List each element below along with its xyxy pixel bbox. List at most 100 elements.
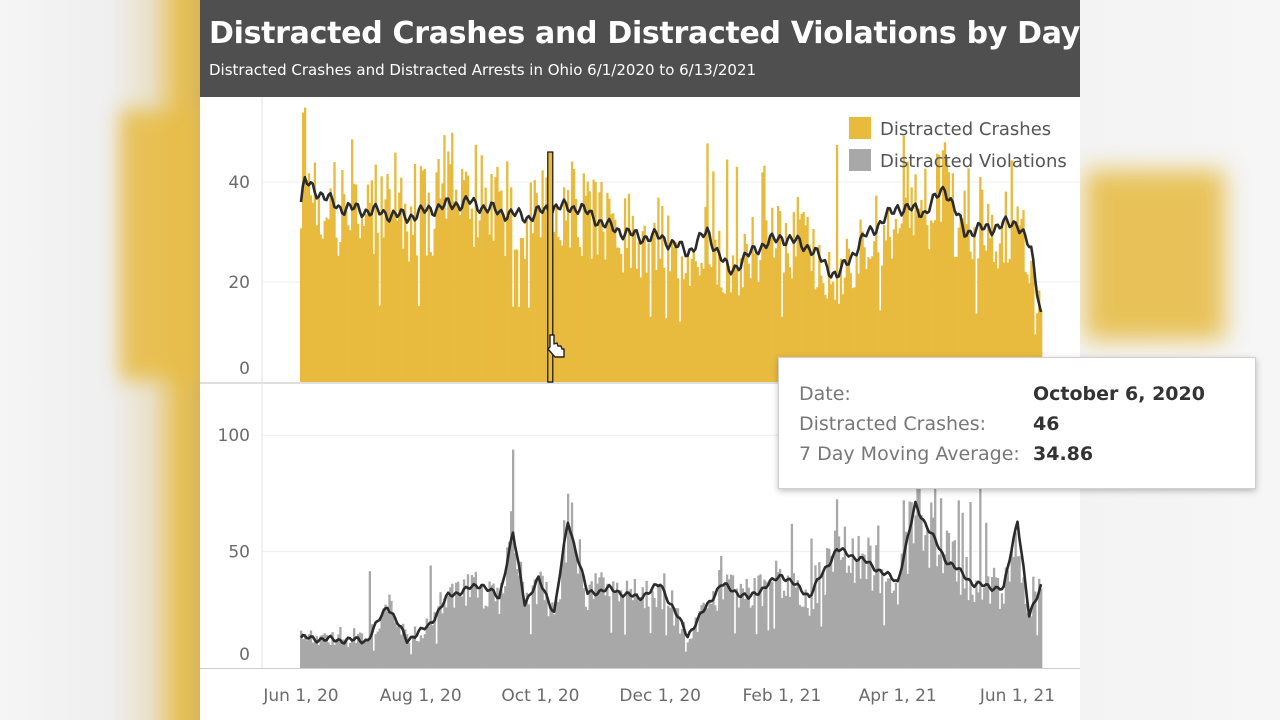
bar-violations[interactable] bbox=[333, 644, 336, 668]
bar-crashes[interactable] bbox=[490, 173, 493, 382]
bar-crashes[interactable] bbox=[1018, 225, 1021, 382]
bar-crashes[interactable] bbox=[431, 255, 434, 382]
bar-crashes[interactable] bbox=[667, 215, 670, 382]
bar-crashes[interactable] bbox=[879, 310, 882, 382]
bar-crashes[interactable] bbox=[635, 268, 638, 382]
bar-violations[interactable] bbox=[382, 608, 385, 668]
bar-crashes[interactable] bbox=[965, 224, 968, 382]
bar-crashes[interactable] bbox=[859, 219, 862, 382]
bar-violations[interactable] bbox=[508, 541, 511, 668]
bar-violations[interactable] bbox=[977, 592, 980, 668]
bar-violations[interactable] bbox=[932, 517, 935, 668]
bar-violations[interactable] bbox=[871, 590, 874, 668]
bar-violations[interactable] bbox=[364, 640, 368, 668]
bar-violations[interactable] bbox=[843, 526, 847, 668]
bar-crashes[interactable] bbox=[331, 204, 334, 382]
bar-crashes[interactable] bbox=[763, 165, 766, 382]
bar-crashes[interactable] bbox=[898, 228, 902, 382]
bar-crashes[interactable] bbox=[354, 184, 358, 382]
bar-crashes[interactable] bbox=[392, 209, 395, 382]
bar-violations[interactable] bbox=[784, 595, 788, 668]
bar-crashes[interactable] bbox=[460, 168, 464, 382]
bar-crashes[interactable] bbox=[388, 189, 391, 382]
bar-violations[interactable] bbox=[937, 554, 941, 668]
bar-crashes[interactable] bbox=[529, 182, 532, 382]
bar-violations[interactable] bbox=[857, 535, 860, 668]
bar-crashes[interactable] bbox=[506, 161, 509, 382]
bar-violations[interactable] bbox=[983, 587, 986, 668]
bar-crashes[interactable] bbox=[445, 218, 448, 382]
bar-crashes[interactable] bbox=[639, 277, 642, 382]
bar-crashes[interactable] bbox=[767, 246, 770, 382]
bar-violations[interactable] bbox=[810, 538, 813, 668]
bar-violations[interactable] bbox=[353, 628, 356, 668]
bar-crashes[interactable] bbox=[417, 306, 421, 382]
bar-crashes[interactable] bbox=[437, 159, 440, 382]
bar-crashes[interactable] bbox=[343, 194, 346, 382]
bar-violations[interactable] bbox=[718, 569, 721, 668]
bar-violations[interactable] bbox=[625, 580, 629, 668]
bar-violations[interactable] bbox=[1000, 593, 1004, 668]
bar-violations[interactable] bbox=[820, 626, 823, 668]
bar-crashes[interactable] bbox=[725, 159, 729, 382]
bar-crashes[interactable] bbox=[525, 219, 529, 382]
bar-violations[interactable] bbox=[533, 579, 536, 668]
bar-crashes[interactable] bbox=[301, 112, 305, 382]
bar-violations[interactable] bbox=[936, 566, 939, 668]
bar-crashes[interactable] bbox=[557, 236, 560, 382]
bar-crashes[interactable] bbox=[517, 307, 521, 382]
bar-violations[interactable] bbox=[671, 590, 674, 668]
bar-violations[interactable] bbox=[682, 622, 686, 668]
bar-violations[interactable] bbox=[506, 547, 509, 668]
bar-crashes[interactable] bbox=[786, 253, 790, 382]
bar-crashes[interactable] bbox=[845, 238, 849, 382]
bar-violations[interactable] bbox=[684, 651, 688, 668]
bar-violations[interactable] bbox=[1028, 611, 1031, 668]
bar-crashes[interactable] bbox=[741, 287, 744, 382]
bar-crashes[interactable] bbox=[936, 153, 939, 382]
bar-violations[interactable] bbox=[537, 576, 540, 668]
bar-crashes[interactable] bbox=[686, 253, 690, 382]
bar-crashes[interactable] bbox=[651, 234, 654, 382]
bar-violations[interactable] bbox=[672, 625, 676, 668]
bar-violations[interactable] bbox=[623, 634, 627, 668]
bar-crashes[interactable] bbox=[753, 253, 756, 382]
bar-crashes[interactable] bbox=[1006, 262, 1009, 382]
bar-crashes[interactable] bbox=[323, 221, 326, 382]
bar-crashes[interactable] bbox=[680, 256, 684, 382]
bar-crashes[interactable] bbox=[843, 277, 847, 382]
bar-violations[interactable] bbox=[867, 537, 870, 668]
bar-crashes[interactable] bbox=[527, 307, 531, 382]
bar-violations[interactable] bbox=[443, 598, 446, 668]
bar-violations[interactable] bbox=[529, 634, 532, 668]
bar-violations[interactable] bbox=[798, 605, 801, 668]
bar-violations[interactable] bbox=[612, 581, 615, 668]
bar-violations[interactable] bbox=[523, 605, 527, 668]
bar-violations[interactable] bbox=[861, 553, 864, 668]
bar-crashes[interactable] bbox=[370, 180, 373, 382]
bar-violations[interactable] bbox=[987, 576, 990, 668]
bar-violations[interactable] bbox=[847, 565, 850, 668]
bar-violations[interactable] bbox=[466, 574, 470, 668]
bar-crashes[interactable] bbox=[378, 305, 381, 382]
bar-crashes[interactable] bbox=[881, 265, 884, 382]
bar-crashes[interactable] bbox=[655, 270, 658, 382]
bar-violations[interactable] bbox=[743, 599, 746, 668]
bar-violations[interactable] bbox=[1008, 581, 1011, 668]
bar-violations[interactable] bbox=[710, 603, 713, 668]
bar-crashes[interactable] bbox=[594, 181, 597, 382]
bar-crashes[interactable] bbox=[698, 275, 701, 382]
bar-crashes[interactable] bbox=[349, 230, 352, 382]
bar-violations[interactable] bbox=[323, 633, 326, 668]
bar-crashes[interactable] bbox=[851, 288, 854, 382]
bar-violations[interactable] bbox=[478, 589, 481, 668]
bar-violations[interactable] bbox=[356, 634, 360, 668]
bar-violations[interactable] bbox=[512, 449, 515, 668]
bar-crashes[interactable] bbox=[828, 251, 831, 382]
bar-violations[interactable] bbox=[989, 603, 992, 668]
bar-crashes[interactable] bbox=[535, 192, 538, 382]
bar-crashes[interactable] bbox=[637, 242, 640, 382]
bar-crashes[interactable] bbox=[451, 132, 454, 382]
bar-crashes[interactable] bbox=[1030, 260, 1033, 382]
bar-crashes[interactable] bbox=[987, 203, 990, 382]
